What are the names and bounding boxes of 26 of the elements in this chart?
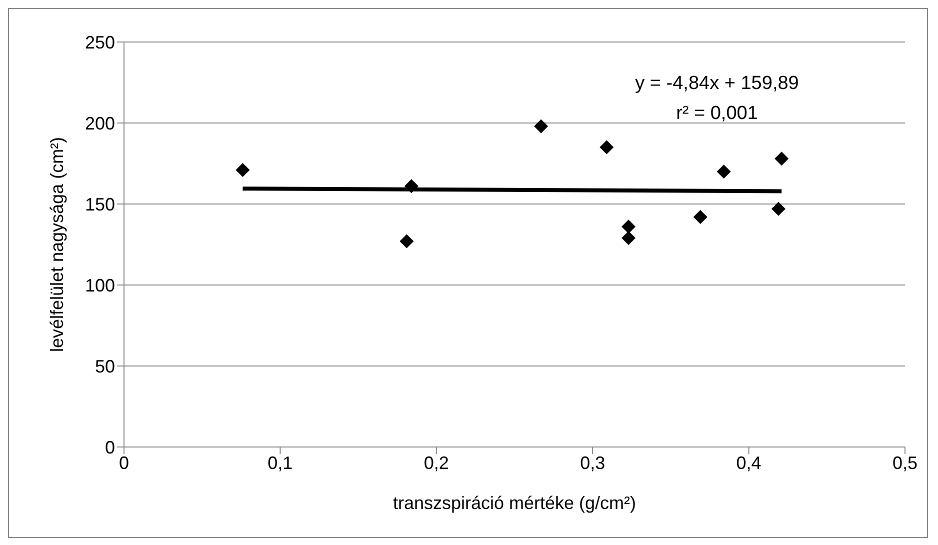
point [622,220,636,234]
point [534,119,548,134]
x-tick-label: 0,3 [580,452,606,473]
y-axis-title: levélfelület nagysága (cm²) [47,136,67,352]
x-tick-label: 0,2 [424,452,449,473]
point [622,231,636,246]
y-tick-label: 200 [84,113,115,134]
point [236,162,250,177]
point [693,210,708,224]
y-tick-label: 0 [104,437,115,458]
x-tick-label: 0,5 [892,452,918,473]
x-tick-label: 0,1 [268,452,293,473]
point [771,202,786,216]
x-axis-title: transzspiráció mértéke (g/cm²) [392,493,636,513]
x-tick-label: 0,4 [736,452,762,473]
y-tick-label: 250 [84,32,115,52]
point [716,164,731,179]
point [400,234,414,248]
y-tick-label: 50 [94,356,115,376]
point [600,140,614,154]
point [774,152,789,166]
y-tick-label: 100 [84,275,115,296]
y-tick-label: 150 [84,194,115,214]
annotation: y = -4,84x + 159,89 [635,73,799,94]
annotation: r² = 0,001 [676,103,758,124]
x-tick-label: 0 [118,452,130,473]
